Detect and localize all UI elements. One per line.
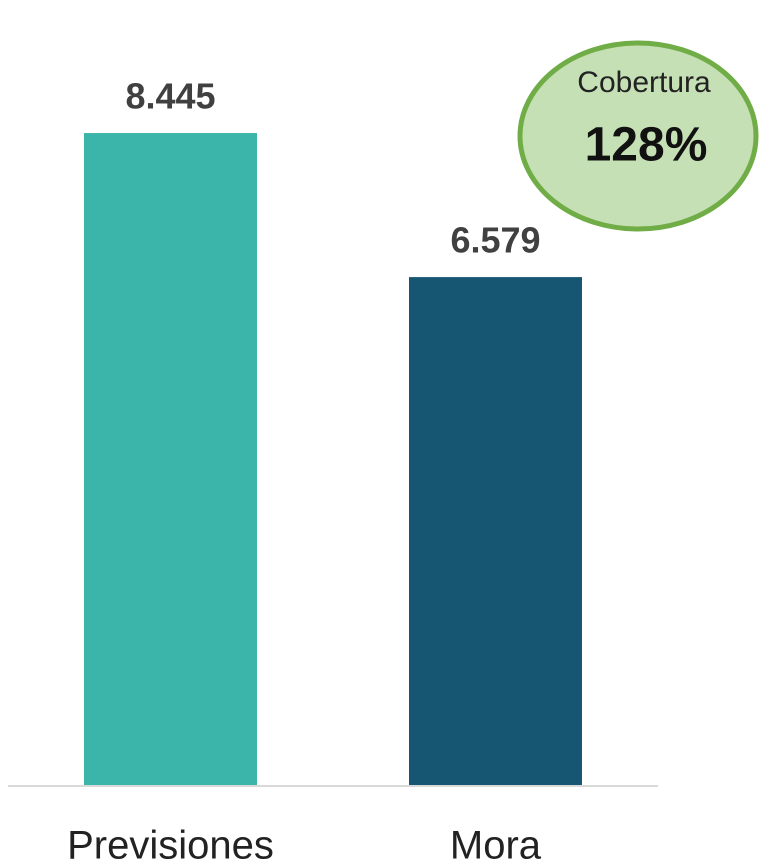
bar	[84, 133, 257, 785]
annotation-badge	[517, 40, 759, 232]
x-tick-label: Mora	[450, 824, 542, 867]
value-label: 6.579	[450, 220, 540, 261]
annotation-title: Cobertura	[577, 66, 711, 99]
annotation-value: 128%	[585, 119, 708, 172]
bar	[409, 277, 582, 785]
x-tick-label: Previsiones	[67, 824, 274, 867]
value-label: 8.445	[125, 76, 215, 117]
